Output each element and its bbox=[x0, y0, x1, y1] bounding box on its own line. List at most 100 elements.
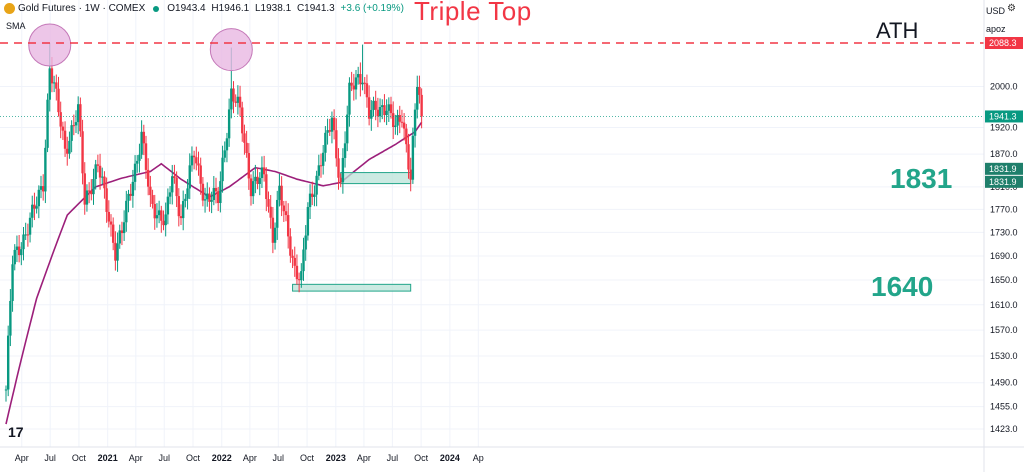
close-value: C1941.3 bbox=[296, 3, 335, 14]
candle-body bbox=[68, 140, 71, 154]
candle-body bbox=[278, 185, 281, 200]
time-tick-label: Oct bbox=[300, 453, 315, 463]
candle-body bbox=[103, 176, 106, 189]
candle-body bbox=[332, 117, 336, 131]
time-tick-label: Ap bbox=[473, 453, 484, 463]
candle-body bbox=[87, 190, 91, 192]
candle-body bbox=[269, 206, 272, 218]
time-tick-label: Apr bbox=[243, 453, 257, 463]
time-tick-label: Jul bbox=[387, 453, 399, 463]
candle-body bbox=[157, 210, 161, 216]
price-tick-label: 1920.0 bbox=[990, 123, 1018, 133]
candle-body bbox=[162, 220, 165, 226]
candle-body bbox=[227, 109, 231, 139]
candle-body bbox=[109, 221, 113, 225]
candle-body bbox=[131, 181, 135, 196]
change-value: +3.6 (+0.19%) bbox=[340, 3, 404, 14]
candle-body bbox=[83, 173, 86, 205]
candle-body bbox=[276, 199, 279, 228]
candle-body bbox=[98, 165, 102, 178]
candle-body bbox=[192, 155, 196, 158]
candle-body bbox=[144, 143, 148, 170]
price-axis-bg bbox=[984, 0, 1024, 472]
candle-body bbox=[315, 175, 318, 195]
candle-body bbox=[241, 107, 244, 134]
candle-body bbox=[39, 186, 43, 190]
settings-icon[interactable]: ⚙ bbox=[1007, 3, 1016, 14]
sma-line bbox=[5, 121, 423, 425]
candle-body bbox=[260, 167, 264, 179]
candle-body bbox=[28, 217, 32, 235]
candles-layer bbox=[4, 43, 423, 402]
candle-body bbox=[188, 165, 191, 189]
time-axis[interactable]: Apr Jul Oct 2021 Apr Jul Oct 2022 Apr Jul Oct 2023 A… bbox=[0, 446, 1024, 463]
price-axis[interactable]: 2000.01920.01870.01810.01770.01730.01690… bbox=[983, 0, 1024, 472]
ath-dashed-line bbox=[0, 42, 984, 117]
candle-body bbox=[363, 82, 366, 84]
triple-top-markers bbox=[28, 23, 253, 72]
time-tick-label: Oct bbox=[72, 453, 87, 463]
candle-body bbox=[22, 234, 25, 250]
candle-body bbox=[328, 130, 331, 132]
candle-body bbox=[234, 101, 237, 103]
sma-indicator-label[interactable]: SMA bbox=[6, 21, 26, 31]
candle-body bbox=[133, 163, 137, 182]
candle-body bbox=[402, 122, 406, 129]
candle-body bbox=[107, 211, 111, 222]
price-tick-label: 1455.0 bbox=[990, 402, 1018, 412]
time-tick-label: Oct bbox=[414, 453, 429, 463]
candle-body bbox=[418, 86, 421, 95]
candle-body bbox=[184, 198, 187, 202]
candle-body bbox=[370, 109, 373, 119]
candle-body bbox=[273, 227, 277, 243]
candle-body bbox=[37, 189, 41, 207]
candle-body bbox=[122, 222, 126, 234]
candle-body bbox=[405, 128, 408, 145]
candle-body bbox=[149, 186, 152, 196]
chart-grid bbox=[0, 0, 984, 447]
candle-body bbox=[321, 152, 325, 166]
candle-body bbox=[348, 82, 351, 115]
candle-body bbox=[129, 193, 132, 196]
candle-body bbox=[225, 138, 229, 151]
time-tick-label: Apr bbox=[15, 453, 29, 463]
candle-body bbox=[407, 144, 410, 170]
candle-body bbox=[311, 193, 314, 197]
candle-body bbox=[343, 143, 347, 158]
candle-body bbox=[361, 82, 364, 85]
candle-body bbox=[179, 216, 183, 219]
instrument-title[interactable]: Gold Futures · 1W · COMEX bbox=[18, 3, 146, 14]
candle-body bbox=[151, 195, 154, 204]
price-tick-label: 1690.0 bbox=[990, 251, 1018, 261]
time-tick-label: Apr bbox=[129, 453, 143, 463]
candle-body bbox=[166, 196, 170, 215]
candle-body bbox=[105, 188, 108, 212]
candle-body bbox=[173, 176, 176, 179]
candle-body bbox=[146, 169, 150, 187]
candle-body bbox=[85, 190, 89, 205]
time-tick-label: Jul bbox=[158, 453, 170, 463]
candle-body bbox=[383, 105, 386, 116]
high-value: H1946.1 bbox=[211, 3, 250, 14]
scale-mode-label[interactable]: apoz bbox=[986, 24, 1006, 34]
support-badge-a: 1831.9 bbox=[989, 164, 1017, 174]
currency-label[interactable]: USD bbox=[986, 6, 1006, 16]
candle-body bbox=[142, 131, 146, 144]
candle-body bbox=[372, 100, 375, 110]
candle-body bbox=[317, 165, 321, 176]
candle-body bbox=[416, 86, 419, 110]
candle-body bbox=[245, 142, 248, 154]
candle-body bbox=[346, 114, 349, 144]
candle-body bbox=[175, 178, 178, 197]
price-tick-label: 1610.0 bbox=[990, 300, 1018, 310]
candle-body bbox=[9, 300, 12, 336]
candle-body bbox=[160, 210, 163, 221]
candle-body bbox=[251, 181, 255, 197]
candle-body bbox=[201, 183, 205, 201]
chart-legend: Gold Futures · 1W · COMEX O1943.4 H1946.… bbox=[4, 3, 407, 14]
candle-body bbox=[216, 191, 220, 204]
candle-body bbox=[350, 82, 353, 86]
candle-body bbox=[140, 131, 143, 155]
candle-body bbox=[265, 174, 268, 200]
